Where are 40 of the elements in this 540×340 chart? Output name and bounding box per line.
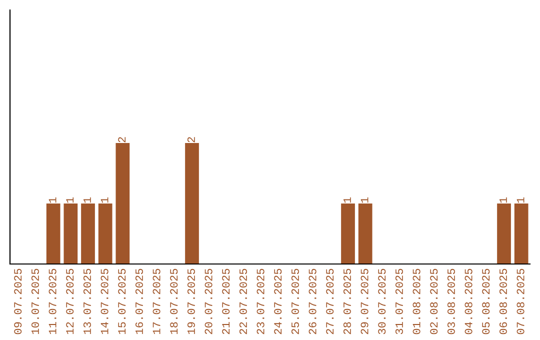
x-tick-label: 21.07.2025 bbox=[222, 268, 230, 334]
x-tick-label: 02.08.2025 bbox=[430, 268, 438, 334]
data-label: 1 bbox=[66, 197, 74, 203]
x-tick-label: 31.07.2025 bbox=[395, 268, 403, 334]
x-tick-label: 09.07.2025 bbox=[14, 268, 22, 334]
x-tick-label: 14.07.2025 bbox=[100, 268, 108, 334]
x-tick-label: 17.07.2025 bbox=[152, 268, 160, 334]
data-label: 1 bbox=[100, 197, 108, 203]
x-tick-label: 19.07.2025 bbox=[187, 268, 195, 334]
x-tick-label: 24.07.2025 bbox=[274, 268, 282, 334]
x-tick-label: 18.07.2025 bbox=[170, 268, 178, 334]
x-tick-label: 26.07.2025 bbox=[308, 268, 316, 334]
data-label: 2 bbox=[187, 137, 195, 142]
x-tick-label: 28.07.2025 bbox=[343, 268, 351, 334]
x-tick-label: 06.08.2025 bbox=[499, 268, 507, 334]
data-label: 1 bbox=[84, 197, 91, 203]
x-tick-label: 16.07.2025 bbox=[135, 268, 143, 334]
data-label: 1 bbox=[344, 197, 351, 203]
x-tick-label: 10.07.2025 bbox=[31, 268, 39, 334]
x-tick-label: 13.07.2025 bbox=[83, 268, 91, 334]
x-tick-label: 29.07.2025 bbox=[360, 268, 368, 334]
data-label: 2 bbox=[118, 137, 126, 142]
data-label: 1 bbox=[360, 197, 368, 203]
x-tick-label: 11.07.2025 bbox=[48, 268, 56, 334]
x-tick-label: 23.07.2025 bbox=[256, 268, 264, 334]
x-tick-label: 01.08.2025 bbox=[412, 268, 420, 334]
x-tick-label: 25.07.2025 bbox=[291, 268, 299, 334]
x-tick-label: 12.07.2025 bbox=[66, 268, 74, 334]
x-tick-label: 22.07.2025 bbox=[239, 268, 247, 334]
data-label: 1 bbox=[500, 197, 507, 203]
x-tick-label: 05.08.2025 bbox=[482, 268, 490, 334]
x-tick-label: 30.07.2025 bbox=[378, 268, 386, 334]
data-label: 1 bbox=[516, 197, 524, 203]
x-tick-label: 15.07.2025 bbox=[118, 268, 126, 334]
x-tick-label: 20.07.2025 bbox=[204, 268, 212, 334]
x-tick-label: 27.07.2025 bbox=[326, 268, 334, 334]
x-tick-label: 04.08.2025 bbox=[464, 268, 472, 334]
x-tick-label: 07.08.2025 bbox=[516, 268, 524, 334]
x-tick-label: 03.08.2025 bbox=[447, 268, 455, 334]
data-label: 1 bbox=[48, 197, 56, 203]
